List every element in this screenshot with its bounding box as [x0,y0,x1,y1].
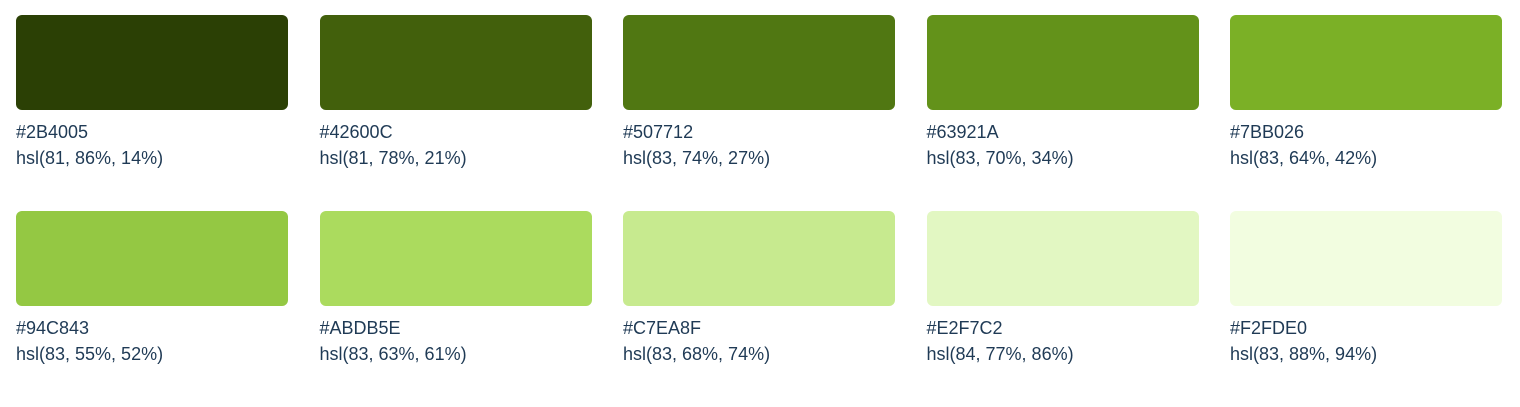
swatch-card-4: #63921A hsl(83, 70%, 34%) [926,15,1199,211]
swatch-card-8: #C7EA8F hsl(83, 68%, 74%) [623,211,895,407]
swatch-hex-code: #2B4005 [16,122,89,142]
swatch-hex-code: #42600C [319,122,393,142]
swatch-hex-code: #ABDB5E [319,318,401,338]
swatch-hex-code: #507712 [623,122,694,142]
color-swatch[interactable] [319,15,592,110]
swatch-card-5: #7BB026 hsl(83, 64%, 42%) [1230,15,1502,211]
swatch-card-7: #ABDB5E hsl(83, 63%, 61%) [319,211,592,407]
color-swatch[interactable] [1230,211,1502,306]
swatch-hex-code: #94C843 [16,318,90,338]
swatch-hex-code: #E2F7C2 [926,318,1003,338]
color-palette-grid: #2B4005 hsl(81, 86%, 14%) #42600C hsl(81… [16,15,1502,407]
swatch-hsl-value: hsl(83, 55%, 52%) [16,344,164,364]
swatch-hsl-value: hsl(81, 86%, 14%) [16,148,164,168]
swatch-hex-code: #F2FDE0 [1230,318,1308,338]
swatch-hsl-value: hsl(81, 78%, 21%) [319,148,467,168]
swatch-card-6: #94C843 hsl(83, 55%, 52%) [16,211,288,407]
color-swatch[interactable] [1230,15,1502,110]
color-swatch[interactable] [16,15,288,110]
swatch-card-3: #507712 hsl(83, 74%, 27%) [623,15,895,211]
color-swatch[interactable] [926,15,1199,110]
color-swatch[interactable] [319,211,592,306]
swatch-hsl-value: hsl(83, 64%, 42%) [1230,148,1378,168]
swatch-hsl-value: hsl(83, 88%, 94%) [1230,344,1378,364]
swatch-hsl-value: hsl(83, 63%, 61%) [319,344,467,364]
swatch-hex-code: #C7EA8F [623,318,702,338]
swatch-hsl-value: hsl(83, 68%, 74%) [623,344,771,364]
color-swatch[interactable] [16,211,288,306]
swatch-card-1: #2B4005 hsl(81, 86%, 14%) [16,15,288,211]
swatch-hsl-value: hsl(83, 70%, 34%) [926,148,1074,168]
color-swatch[interactable] [926,211,1199,306]
swatch-card-9: #E2F7C2 hsl(84, 77%, 86%) [926,211,1199,407]
swatch-hex-code: #63921A [926,122,999,142]
swatch-card-10: #F2FDE0 hsl(83, 88%, 94%) [1230,211,1502,407]
swatch-hex-code: #7BB026 [1230,122,1305,142]
color-swatch[interactable] [623,211,895,306]
swatch-hsl-value: hsl(84, 77%, 86%) [926,344,1074,364]
swatch-hsl-value: hsl(83, 74%, 27%) [623,148,771,168]
swatch-card-2: #42600C hsl(81, 78%, 21%) [319,15,592,211]
color-swatch[interactable] [623,15,895,110]
